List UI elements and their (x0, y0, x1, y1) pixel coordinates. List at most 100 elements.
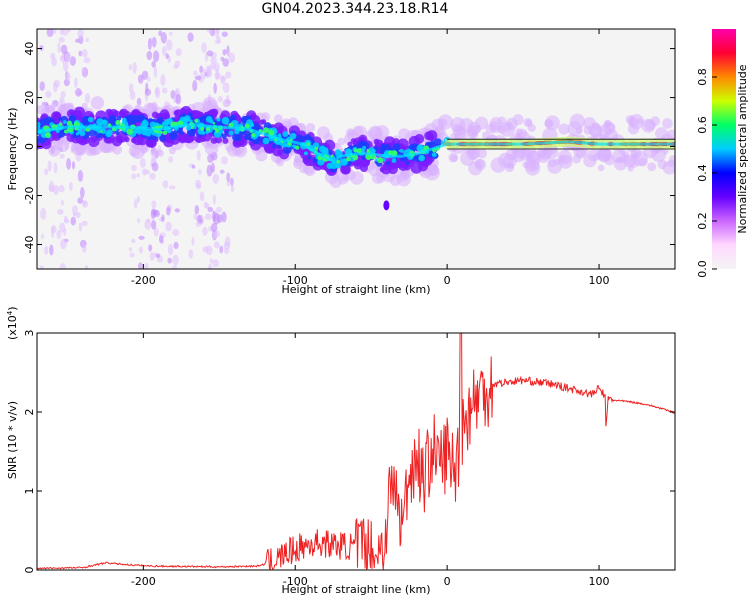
spectral-blob (440, 140, 445, 145)
x-tick-label: -200 (131, 274, 156, 287)
streak-dot (208, 263, 213, 269)
streak-dot (72, 205, 78, 216)
streak-dot (221, 211, 227, 223)
spectral-blob (222, 137, 229, 144)
spectral-blob (557, 150, 573, 165)
spectral-blob (627, 154, 641, 168)
spectral-blob (433, 138, 442, 147)
spectral-blob (420, 155, 425, 159)
spectral-blob (159, 134, 167, 142)
streak-dot (81, 49, 88, 58)
streak-dot (214, 39, 222, 44)
spectral-blob (216, 117, 221, 122)
streak-dot (77, 197, 84, 204)
streak-dot (48, 180, 55, 193)
streak-dot (39, 265, 44, 269)
streak-dot (153, 66, 158, 78)
spectral-blob (525, 160, 541, 176)
streak-dot (207, 66, 213, 78)
spectral-blob (376, 174, 386, 183)
spectral-blob (627, 116, 638, 128)
spectral-blob (222, 99, 231, 108)
x-tick-label: -200 (131, 575, 156, 588)
streak-dot (174, 208, 181, 213)
streak-dot (51, 57, 57, 67)
spectral-blob (589, 125, 603, 138)
streak-dot (77, 170, 84, 182)
streak-dot (136, 173, 140, 178)
streak-dot (144, 88, 152, 96)
spectral-blob (544, 118, 553, 128)
streak-dot (166, 206, 171, 216)
spectral-blob (426, 164, 439, 177)
spectral-blob (388, 150, 393, 156)
svg-text:(x104): (x104) (6, 306, 19, 340)
streak-dot (205, 245, 213, 256)
spectral-blob (303, 134, 312, 143)
isolated-spot (383, 200, 390, 211)
streak-dot (152, 50, 160, 63)
x-tick-label: 100 (589, 575, 610, 588)
spectral-blob (168, 147, 176, 155)
streak-dot (136, 195, 140, 203)
spectral-blob (536, 149, 551, 163)
spectral-blob (204, 141, 219, 156)
spectral-blob (329, 175, 343, 188)
spectral-blob (305, 123, 316, 133)
streak-dot (195, 221, 202, 227)
streak-dot (198, 169, 202, 175)
spectral-blob (336, 159, 341, 164)
spectral-blob (106, 129, 113, 136)
streak-dot (193, 213, 198, 220)
spectral-blob (52, 140, 63, 151)
spectral-blob (490, 157, 506, 173)
streak-dot (199, 65, 204, 74)
spectral-blob (416, 145, 423, 152)
streak-dot (219, 245, 224, 254)
spectral-blob (200, 115, 209, 124)
streak-dot (60, 199, 64, 206)
streak-dot (206, 164, 213, 177)
streak-dot (139, 157, 146, 168)
spectral-blob (156, 149, 164, 157)
spectral-blob (159, 130, 163, 134)
spectral-blob (205, 127, 211, 132)
spectral-blob (352, 154, 359, 161)
y-tick-label: 40 (23, 42, 36, 56)
streak-dot (150, 208, 156, 219)
streak-dot (151, 60, 157, 68)
snr-panel: -200 -100 0 100 0 1 2 3 Height of straight lin… (6, 306, 676, 596)
x-tick-label: 100 (589, 274, 610, 287)
spectral-blob (250, 123, 255, 127)
streak-dot (65, 72, 71, 82)
spectral-blob (115, 131, 120, 135)
y-tick-label: -40 (23, 236, 36, 254)
streak-dot (62, 60, 69, 72)
streak-dot (187, 32, 194, 42)
spectral-blob (274, 114, 283, 123)
spectral-blob (398, 128, 410, 140)
streak-dot (174, 60, 181, 68)
spectral-blob (391, 158, 397, 163)
spectral-blob (179, 130, 184, 135)
streak-dot (195, 183, 202, 190)
streak-dot (133, 198, 138, 209)
streak-dot (85, 37, 89, 43)
streak-dot (207, 206, 214, 213)
streak-dot (84, 93, 91, 104)
spectral-blob (647, 162, 657, 172)
snr-y-ticks: 0 1 2 3 (23, 330, 675, 574)
spectral-blob (282, 131, 289, 137)
spectral-blob (103, 143, 111, 151)
spectral-blob (212, 121, 216, 125)
streak-dot (199, 191, 205, 202)
streak-dot (206, 50, 214, 57)
spectral-blob (295, 145, 300, 150)
colorbar-tick-label: 0.8 (696, 68, 709, 86)
streak-dot (128, 247, 133, 252)
streak-dot (45, 90, 52, 98)
spectral-blob (44, 132, 51, 138)
streak-dot (64, 52, 72, 63)
spectral-blob (126, 128, 133, 135)
